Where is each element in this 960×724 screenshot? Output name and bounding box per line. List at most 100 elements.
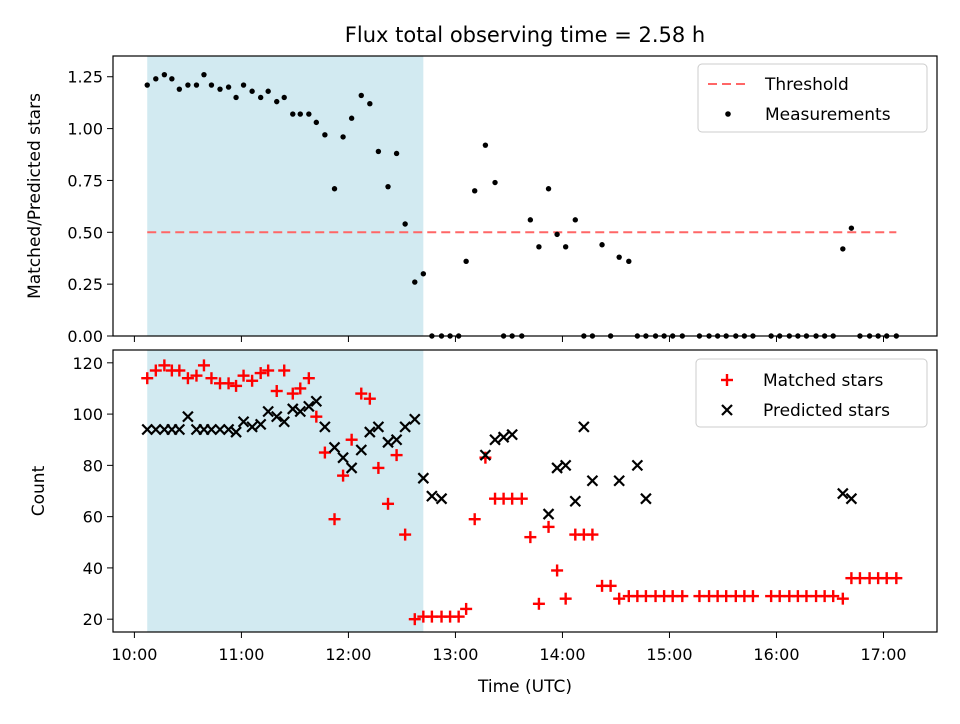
matched-star-point [532,597,545,610]
predicted-star-point [559,459,572,472]
predicted-marker-b [254,418,267,431]
y-tick-label: 80 [83,456,103,475]
predicted-marker-b [173,423,186,436]
predicted-star-point [345,462,358,474]
predicted-star-point [278,416,290,428]
predicted-star-point [551,462,563,474]
matched-star-point [746,590,759,603]
y-tick-label: 0.25 [67,275,103,294]
measurement-point [161,71,168,78]
predicted-marker-b [559,459,572,472]
predicted-star-point [262,405,274,418]
legend-predicted-swatch [721,404,733,416]
matched-star-point [310,410,323,423]
measurement-point [402,221,408,227]
matched-star-point [158,359,171,372]
predicted-marker-b [182,410,194,423]
measurement-point [297,111,303,117]
x-tick-label: 13:00 [432,645,478,664]
y-tick-label: 100 [72,405,103,424]
predicted-star-point [631,459,644,472]
top-y-ticks: 0.00 0.25 0.50 0.75 1.00 1.25 [67,68,113,346]
top-shaded-span [147,56,424,336]
predicted-marker-b [408,413,421,425]
matched-star-point [141,372,154,385]
predicted-marker-b [270,410,283,423]
measurement-point [233,94,239,101]
matched-star-point [524,531,537,544]
measurement-point [281,94,287,101]
measurement-point [367,101,373,107]
measurement-point [358,92,364,99]
matched-star-point [270,385,283,398]
top-panel: 0.00 0.25 0.50 0.75 1.00 1.25 Matched/Predict… [25,55,938,346]
measurement-point [848,225,855,231]
matched-star-point [246,374,259,387]
predicted-star-point [640,492,652,505]
predicted-star-point [214,423,226,436]
legend-threshold-label: Threshold [764,75,849,95]
predicted-marker-b [586,474,599,487]
predicted-marker-b [479,449,492,461]
x-tick-label: 16:00 [753,645,799,664]
measurement-point [599,242,605,248]
predicted-star-point [613,474,625,487]
top-y-axis-label: Matched/Predicted stars [25,93,45,299]
predicted-marker-b [205,423,218,436]
predicted-marker-b [278,416,290,428]
measurement-point [265,88,271,94]
predicted-star-point [182,410,194,423]
matched-star-point [468,513,481,526]
measurement-point [527,217,534,223]
predicted-marker-b [489,433,501,446]
measurement-point [225,84,232,90]
predicted-marker-b [141,423,154,436]
x-tick-label: 17:00 [860,645,906,664]
matched-star-point [197,359,210,372]
measurement-point [217,86,223,92]
y-tick-label: 0.00 [67,327,103,346]
matched-star-point [181,372,194,385]
bottom-x-ticks: 10:00 11:00 12:00 13:00 14:00 15:00 16:00 17:00 [111,632,907,664]
measurement-point [420,271,427,277]
bottom-shaded-span [147,350,424,632]
top-x-ticks [133,336,884,342]
bottom-legend-box [695,358,928,428]
measurement-point [208,82,215,88]
y-tick-label: 20 [83,610,103,629]
predicted-star-point [246,421,258,433]
count-points [141,359,903,626]
predicted-star-point [328,441,341,454]
matched-star-point [390,449,403,462]
predicted-star-point [254,418,267,431]
predicted-star-point [173,423,186,436]
predicted-marker-b [150,423,162,436]
x-tick-label: 10:00 [111,645,157,664]
matched-star-point [294,382,307,395]
bottom-y-axis-label: Count [29,465,49,516]
predicted-marker-b [569,495,582,508]
predicted-marker-b [355,444,368,456]
measurement-point [257,94,264,101]
predicted-marker-b [372,421,385,433]
matched-star-point [286,387,299,400]
predicted-marker-b [382,436,394,449]
matched-star-point [237,369,250,382]
matched-star-point [278,364,291,377]
predicted-marker-b [551,462,563,474]
measurement-point [536,244,542,250]
matched-star-point [222,377,235,390]
measurement-point [626,258,632,265]
matched-star-point [479,451,492,464]
matched-star-point [890,572,903,585]
measurement-point [463,258,469,265]
matched-star-point [382,497,395,510]
predicted-star-point [372,421,385,433]
bottom-axes-frame [112,349,938,633]
predicted-marker-b [237,416,250,428]
legend-predicted-label: Predicted stars [763,401,890,421]
predicted-star-point [845,492,858,505]
matched-star-point [399,528,412,541]
legend-measurements-swatch [725,111,731,117]
predicted-marker-b [364,426,376,438]
